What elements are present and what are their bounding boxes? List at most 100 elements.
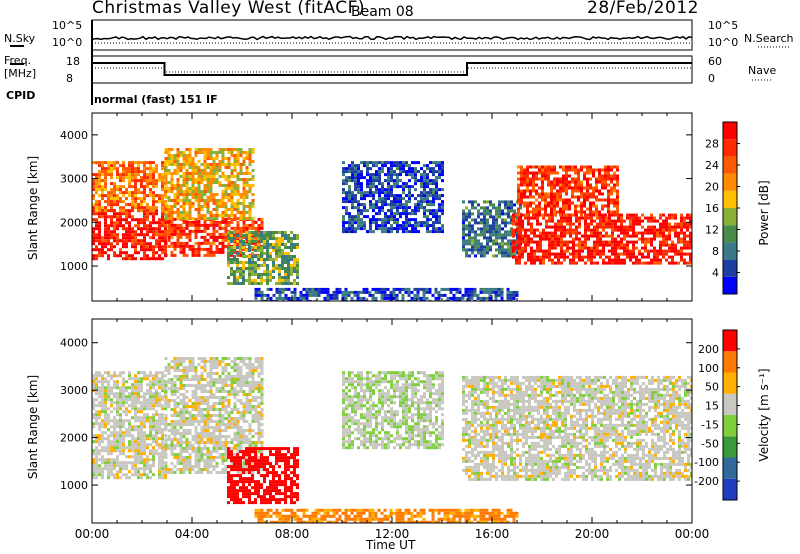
echo-cell — [233, 255, 236, 258]
echo-cell — [363, 191, 366, 195]
echo-cell — [158, 230, 161, 234]
echo-cell — [396, 164, 399, 168]
echo-cell — [167, 163, 171, 166]
scatter-region — [92, 371, 167, 480]
echo-cell — [489, 209, 492, 213]
echo-cell — [384, 194, 387, 198]
echo-cell — [366, 209, 369, 213]
echo-cell — [149, 404, 152, 408]
echo-cell — [542, 216, 545, 220]
echo-cell — [254, 296, 258, 300]
echo-cell — [101, 161, 104, 165]
echo-cell — [489, 248, 492, 252]
echo-cell — [194, 232, 198, 236]
echo-cell — [170, 211, 174, 214]
echo-cell — [553, 180, 556, 184]
echo-cell — [137, 386, 140, 390]
echo-cell — [116, 197, 119, 201]
echo-cell — [260, 296, 264, 300]
echo-cell — [671, 213, 674, 217]
echo-cell — [426, 215, 429, 219]
echo-cell — [477, 303, 480, 306]
echo-cell — [462, 248, 465, 252]
echo-cell — [665, 240, 668, 244]
echo-cell — [580, 183, 583, 187]
echo-cell — [254, 273, 257, 276]
echo-cell — [152, 440, 155, 444]
echo-cell — [107, 467, 110, 471]
echo-cell — [191, 244, 195, 248]
echo-cell — [674, 249, 677, 253]
echo-cell — [381, 221, 384, 225]
nave-tick-bottom: 0 — [708, 72, 715, 85]
echo-cell — [423, 176, 426, 180]
echo-cell — [509, 293, 513, 297]
echo-cell — [218, 160, 222, 163]
nave-tick-top: 60 — [708, 55, 722, 68]
echo-cell — [119, 413, 122, 417]
echo-cell — [374, 290, 378, 294]
echo-cell — [312, 303, 315, 306]
echo-cell — [369, 218, 372, 222]
echo-cell — [113, 440, 116, 444]
echo-cell — [498, 236, 501, 240]
echo-cell — [411, 227, 414, 231]
echo-cell — [194, 193, 198, 196]
echo-cell — [523, 201, 526, 205]
echo-cell — [568, 201, 571, 205]
echo-cell — [161, 209, 164, 213]
echo-cell — [272, 264, 275, 267]
echo-cell — [354, 200, 357, 204]
echo-cell — [170, 462, 174, 465]
echo-cell — [263, 243, 266, 246]
echo-cell — [164, 476, 167, 480]
echo-cell — [113, 449, 116, 453]
echo-cell — [551, 258, 554, 262]
echo-cell — [408, 194, 411, 198]
echo-cell — [363, 221, 366, 225]
echo-cell — [158, 197, 161, 201]
echo-cell — [530, 222, 533, 226]
echo-cell — [323, 290, 327, 294]
echo-cell — [535, 177, 538, 181]
echo-cell — [167, 381, 171, 384]
echo-cell — [128, 236, 131, 240]
echo-cell — [438, 303, 441, 306]
echo-cell — [354, 215, 357, 219]
echo-cell — [242, 199, 246, 202]
echo-cell — [212, 181, 216, 184]
echo-cell — [122, 167, 125, 171]
echo-cell — [134, 194, 137, 198]
echo-cell — [206, 184, 210, 187]
echo-cell — [149, 224, 152, 228]
echo-cell — [529, 189, 532, 193]
echo-cell — [134, 200, 137, 204]
echo-cell — [98, 395, 101, 399]
echo-cell — [378, 191, 381, 195]
echo-cell — [164, 157, 168, 160]
echo-cell — [206, 172, 210, 175]
echo-cell — [548, 231, 551, 235]
echo-cell — [656, 231, 659, 235]
echo-cell — [161, 206, 164, 210]
echo-cell — [206, 211, 210, 214]
echo-cell — [170, 390, 174, 393]
echo-cell — [98, 422, 101, 426]
echo-cell — [128, 221, 131, 225]
echo-cell — [396, 221, 399, 225]
echo-cell — [98, 251, 101, 255]
echo-cell — [233, 202, 237, 205]
echo-cell — [577, 174, 580, 178]
echo-cell — [455, 287, 459, 291]
echo-cell — [134, 464, 137, 468]
echo-cell — [113, 161, 116, 165]
echo-cell — [104, 236, 107, 240]
echo-cell — [152, 377, 155, 381]
echo-cell — [110, 206, 113, 210]
echo-cell — [128, 257, 131, 261]
echo-cell — [161, 404, 164, 408]
echo-cell — [227, 264, 230, 267]
echo-cell — [510, 215, 513, 219]
echo-cell — [435, 164, 438, 168]
echo-cell — [152, 185, 155, 189]
